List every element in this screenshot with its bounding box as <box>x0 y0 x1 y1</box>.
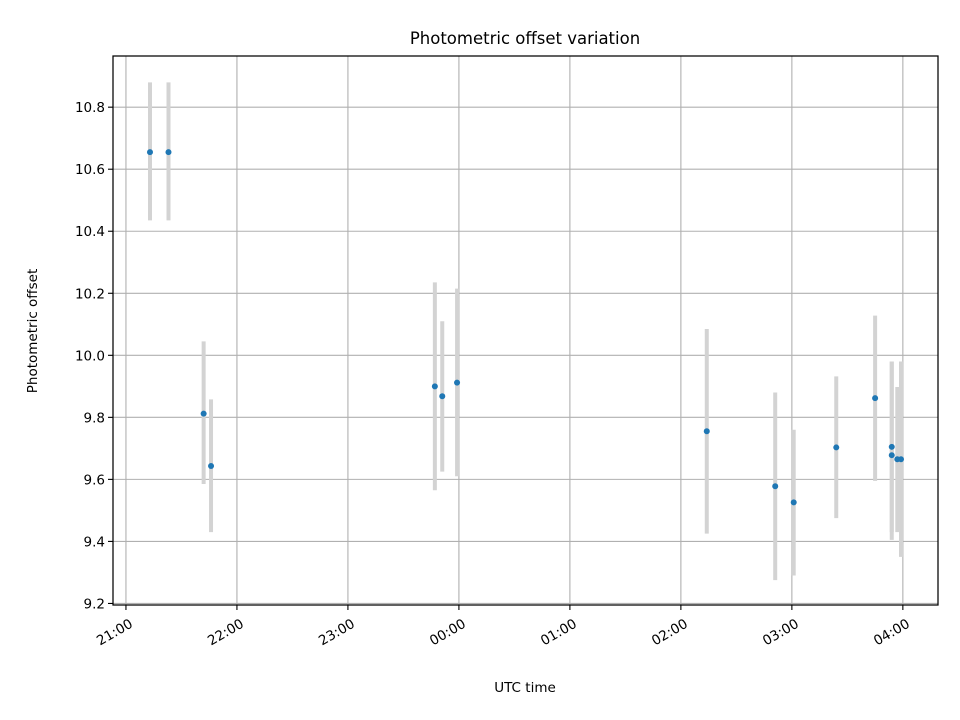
x-axis-label: UTC time <box>494 680 556 696</box>
data-point <box>431 383 438 390</box>
chart-title: Photometric offset variation <box>410 29 640 48</box>
data-point <box>872 395 879 402</box>
data-point <box>790 499 797 506</box>
y-tick-label: 9.8 <box>84 410 105 426</box>
y-tick-label: 10.0 <box>75 348 105 364</box>
data-point <box>772 483 779 490</box>
y-tick-label: 10.4 <box>75 224 105 240</box>
y-tick-label: 10.6 <box>75 162 105 178</box>
y-axis-label: Photometric offset <box>25 269 41 393</box>
y-tick-label: 9.2 <box>84 596 105 612</box>
plot-area-frame <box>112 55 939 606</box>
data-point <box>888 452 895 459</box>
y-tick-label: 10.8 <box>75 100 105 116</box>
y-tick-label: 10.2 <box>75 286 105 302</box>
data-point <box>454 379 461 386</box>
data-point <box>439 393 446 400</box>
y-tick-label: 9.6 <box>84 472 105 488</box>
data-point <box>165 149 172 156</box>
data-point <box>898 456 905 463</box>
grid-layer <box>113 56 938 605</box>
data-point <box>146 149 153 156</box>
data-point <box>200 410 207 417</box>
data-point <box>208 463 215 470</box>
data-point-layer <box>146 149 905 506</box>
data-point <box>888 443 895 450</box>
data-point <box>833 444 840 451</box>
y-tick-label: 9.4 <box>84 534 105 550</box>
data-point <box>703 428 710 435</box>
